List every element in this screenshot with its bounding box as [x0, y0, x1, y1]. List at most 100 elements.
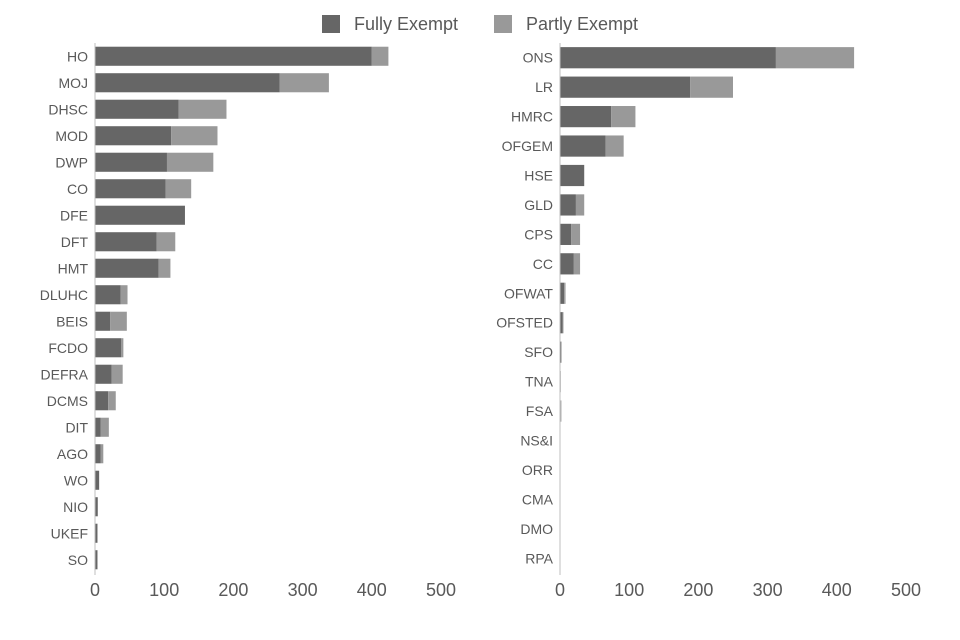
category-label-hmrc: HMRC [511, 109, 553, 125]
bar-fully-exempt-dluhc [95, 285, 121, 305]
bar-fully-exempt-lr [560, 76, 691, 98]
x-tick-label-200: 200 [218, 580, 248, 600]
bar-partly-exempt-hmt [158, 258, 171, 278]
bar-fully-exempt-defra [95, 364, 112, 384]
bar-partly-exempt-ofsted [562, 312, 564, 334]
bar-partly-exempt-beis [110, 311, 127, 331]
x-tick-label-0: 0 [90, 580, 100, 600]
x-tick-label-100: 100 [149, 580, 179, 600]
bar-fully-exempt-fcdo [95, 338, 122, 358]
bar-fully-exempt-hmrc [560, 106, 612, 128]
bar-partly-exempt-dit [100, 417, 109, 437]
category-label-nio: NIO [63, 499, 88, 515]
bar-partly-exempt-dhsc [178, 99, 227, 119]
bar-partly-exempt-ukef [97, 523, 98, 543]
bar-partly-exempt-fcdo [121, 338, 124, 358]
bar-fully-exempt-so [95, 550, 98, 570]
bar-fully-exempt-ago [95, 444, 101, 464]
x-tick-label-500: 500 [891, 580, 921, 600]
category-label-dhsc: DHSC [48, 101, 88, 117]
category-label-fsa: FSA [526, 403, 554, 419]
category-label-co: CO [67, 181, 88, 197]
category-label-cps: CPS [524, 226, 553, 242]
x-tick-label-100: 100 [614, 580, 644, 600]
category-label-fcdo: FCDO [48, 340, 88, 356]
category-label-dluhc: DLUHC [40, 287, 88, 303]
x-tick-label-300: 300 [753, 580, 783, 600]
bar-partly-exempt-lr [690, 76, 733, 98]
bar-fully-exempt-ukef [95, 523, 98, 543]
bar-fully-exempt-moj [95, 73, 280, 93]
category-label-beis: BEIS [56, 313, 88, 329]
bar-fully-exempt-gld [560, 194, 576, 216]
bar-fully-exempt-ofwat [560, 282, 565, 304]
bar-partly-exempt-ofwat [564, 282, 566, 304]
bar-fully-exempt-wo [95, 470, 100, 490]
bar-partly-exempt-defra [111, 364, 123, 384]
category-label-moj: MOJ [58, 75, 88, 91]
bar-fully-exempt-co [95, 179, 166, 199]
x-tick-label-400: 400 [822, 580, 852, 600]
legend-item-fully-exempt: Fully Exempt [322, 12, 458, 36]
bar-partly-exempt-cc [573, 253, 581, 275]
category-label-dcms: DCMS [47, 393, 88, 409]
bar-fully-exempt-ho [95, 46, 372, 66]
legend-swatch-partly-exempt [494, 15, 512, 33]
category-label-defra: DEFRA [41, 366, 89, 382]
x-tick-label-200: 200 [683, 580, 713, 600]
bar-partly-exempt-hmrc [611, 106, 636, 128]
x-tick-label-0: 0 [555, 580, 565, 600]
category-label-ho: HO [67, 48, 88, 64]
bar-partly-exempt-ho [371, 46, 389, 66]
category-label-dit: DIT [65, 419, 88, 435]
bar-fully-exempt-hse [560, 164, 585, 187]
legend-label-partly-exempt: Partly Exempt [526, 13, 639, 34]
bar-partly-exempt-dcms [108, 391, 116, 411]
bar-fully-exempt-dwp [95, 152, 167, 172]
category-label-dft: DFT [61, 234, 89, 250]
legend-item-partly-exempt: Partly Exempt [494, 12, 638, 36]
category-label-rpa: RPA [525, 550, 553, 566]
bar-partly-exempt-ons [775, 47, 855, 69]
category-label-ons: ONS [523, 50, 553, 66]
category-label-dfe: DFE [60, 207, 88, 223]
legend-swatch-fully-exempt [322, 15, 340, 33]
bar-partly-exempt-dft [156, 232, 176, 252]
category-label-lr: LR [535, 79, 553, 95]
bar-partly-exempt-ago [100, 444, 104, 464]
legend-label-fully-exempt: Fully Exempt [354, 13, 459, 34]
category-label-orr: ORR [522, 462, 553, 478]
category-label-gld: GLD [524, 197, 553, 213]
x-tick-label-500: 500 [426, 580, 456, 600]
category-label-ofwat: OFWAT [504, 285, 553, 301]
bar-partly-exempt-dwp [166, 152, 214, 172]
category-label-cma: CMA [522, 491, 554, 507]
x-tick-label-300: 300 [288, 580, 318, 600]
bar-fully-exempt-nio [95, 497, 98, 517]
category-label-cc: CC [533, 256, 553, 272]
bar-fully-exempt-sfo [560, 341, 562, 363]
bar-partly-exempt-co [165, 179, 192, 199]
bar-partly-exempt-ofgem [605, 135, 624, 157]
bar-fully-exempt-hmt [95, 258, 159, 278]
bar-partly-exempt-mod [171, 126, 218, 146]
bar-fully-exempt-beis [95, 311, 111, 331]
category-label-ofsted: OFSTED [496, 315, 553, 331]
bar-fully-exempt-mod [95, 126, 172, 146]
category-label-hmt: HMT [58, 260, 89, 276]
bar-partly-exempt-moj [279, 73, 329, 93]
bar-fully-exempt-ons [560, 47, 776, 69]
bar-partly-exempt-fsa [560, 400, 562, 422]
bar-fully-exempt-dhsc [95, 99, 179, 119]
category-label-ofgem: OFGEM [502, 138, 553, 154]
chart-panel-1: HO MOJ DHSC MOD DWP CO DFE DFT HMT DLUHC BEIS FCDO D… [40, 43, 456, 600]
bar-fully-exempt-dcms [95, 391, 109, 411]
bar-fully-exempt-cps [560, 223, 572, 245]
category-label-mod: MOD [55, 128, 88, 144]
category-label-ns-i: NS&I [520, 433, 553, 449]
bar-partly-exempt-so [97, 550, 98, 570]
category-label-wo: WO [64, 472, 88, 488]
chart-panel-2: ONS LR HMRC OFGEM HSE GLD CPS CC OFWAT OFSTED SFO T… [496, 43, 921, 600]
bar-fully-exempt-ofgem [560, 135, 606, 157]
